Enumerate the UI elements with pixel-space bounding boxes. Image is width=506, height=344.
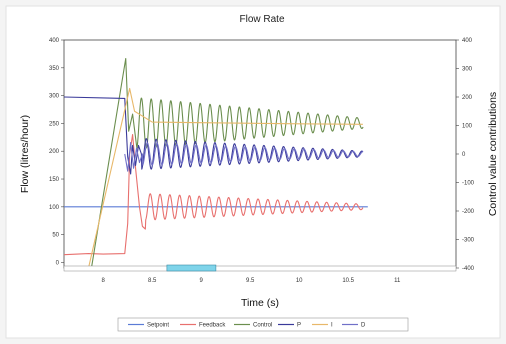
x-tick-label: 9.5 xyxy=(246,278,255,284)
y2-tick-label: -100 xyxy=(462,181,475,187)
y-tick-label: 400 xyxy=(49,38,60,44)
y-tick-label: 0 xyxy=(56,260,60,266)
series-line-i xyxy=(87,87,363,269)
y-tick-label: 200 xyxy=(49,149,60,155)
legend-label-feedback: Feedback xyxy=(199,323,226,329)
x-tick-label: 9 xyxy=(200,278,204,284)
y-tick-label: 350 xyxy=(49,66,60,72)
legend: Setpoint Feedback Control P I D xyxy=(117,317,409,332)
x-tick-label: 10.5 xyxy=(342,278,354,284)
series-lines xyxy=(63,57,368,269)
legend-box xyxy=(117,317,409,332)
y2-tick-label: 100 xyxy=(462,124,473,130)
y2-tick-label: -200 xyxy=(462,209,475,215)
y-tick-label: 50 xyxy=(52,233,59,239)
x-tick-label: 8 xyxy=(102,278,106,284)
legend-label-control: Control xyxy=(253,323,272,329)
y2-tick-label: 200 xyxy=(462,95,473,101)
y-tick-label: 250 xyxy=(49,121,60,127)
series-line-d xyxy=(124,142,364,172)
x-axis-label: Time (s) xyxy=(241,297,279,309)
y-axis-left: 0 50 100 150 200 250 300 350 400 xyxy=(49,38,64,266)
legend-label-d: D xyxy=(361,323,366,329)
series-line-feedback xyxy=(63,133,364,256)
y2-axis-label: Control value contributions xyxy=(487,92,499,216)
y-axis-right: -400 -300 -200 -100 0 100 200 300 400 xyxy=(456,38,475,272)
time-scrollbar-track[interactable] xyxy=(63,265,457,272)
y2-tick-label: 300 xyxy=(462,67,473,73)
y2-tick-label: -300 xyxy=(462,238,475,244)
y-tick-label: 100 xyxy=(49,205,60,211)
legend-label-setpoint: Setpoint xyxy=(147,323,169,329)
y2-tick-label: -400 xyxy=(462,266,475,272)
y2-tick-label: 400 xyxy=(462,38,473,44)
legend-label-i: I xyxy=(331,323,333,329)
time-scrollbar-thumb[interactable] xyxy=(166,264,217,272)
y-axis-label: Flow (litres/hour) xyxy=(19,115,31,193)
x-tick-label: 11 xyxy=(394,278,401,284)
y-tick-label: 300 xyxy=(49,94,60,100)
y2-tick-label: 0 xyxy=(462,152,466,158)
legend-label-p: P xyxy=(297,323,301,329)
x-tick-label: 10 xyxy=(296,278,303,284)
series-line-p xyxy=(63,96,364,175)
y-tick-label: 150 xyxy=(49,177,60,183)
chart-title: Flow Rate xyxy=(239,14,284,25)
x-tick-label: 8.5 xyxy=(148,278,157,284)
